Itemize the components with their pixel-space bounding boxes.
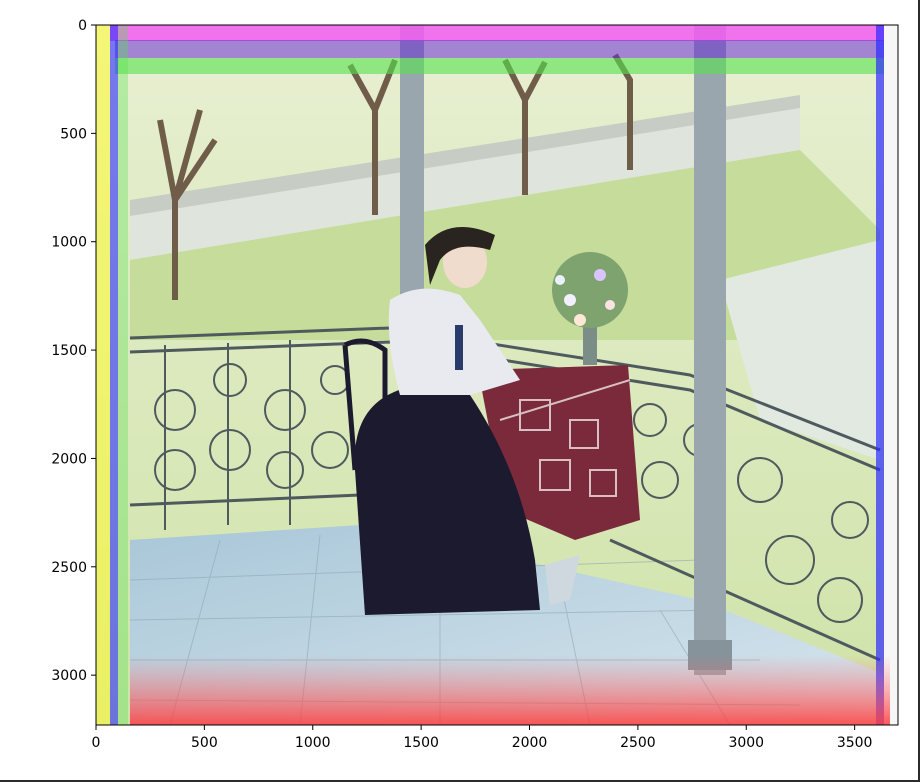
white-blouse <box>388 288 520 395</box>
blue-band-right <box>876 25 884 725</box>
x-tick-label: 3500 <box>837 735 873 751</box>
y-tick-label: 500 <box>60 126 87 142</box>
flower-bouquet <box>552 252 628 328</box>
seated-woman <box>354 227 580 615</box>
column-right <box>694 25 726 675</box>
hair <box>425 227 495 285</box>
x-tick-label: 500 <box>191 735 218 751</box>
x-tick-label: 3000 <box>728 735 764 751</box>
y-tick-label: 2500 <box>51 560 87 576</box>
x-tick-label: 2500 <box>620 735 656 751</box>
dark-skirt <box>354 385 540 615</box>
y-tick-label: 1000 <box>51 235 87 251</box>
y-axis: 0 500 1000 1500 2000 2500 3000 <box>51 18 96 684</box>
x-tick-label: 2000 <box>512 735 548 751</box>
x-axis: 0 500 1000 1500 2000 2500 3000 3500 <box>92 725 873 751</box>
x-tick-label: 1500 <box>403 735 439 751</box>
axes-frame <box>95 24 899 726</box>
y-tick-label: 0 <box>78 18 87 34</box>
vase <box>583 320 597 365</box>
blue-band-left <box>110 25 118 725</box>
y-tick-label: 1500 <box>51 343 87 359</box>
x-tick-label: 1000 <box>295 735 331 751</box>
y-tick-label: 2000 <box>51 451 87 467</box>
x-tick-label: 0 <box>92 735 101 751</box>
photo <box>96 25 898 725</box>
bentwood-chair <box>342 338 388 480</box>
column-left <box>400 25 424 325</box>
green-band <box>115 58 885 74</box>
y-tick-label: 3000 <box>51 668 87 684</box>
magenta-band <box>110 25 888 41</box>
red-band <box>130 655 890 725</box>
iron-railing <box>129 326 881 662</box>
